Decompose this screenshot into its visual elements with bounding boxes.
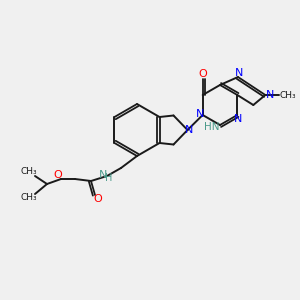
Text: H: H — [105, 173, 113, 183]
Text: O: O — [54, 170, 62, 180]
Text: N: N — [234, 114, 242, 124]
Text: N: N — [196, 109, 204, 119]
Text: O: O — [198, 69, 207, 79]
Text: O: O — [94, 194, 102, 204]
Text: N: N — [99, 170, 107, 180]
Text: N: N — [235, 68, 243, 78]
Text: CH₃: CH₃ — [279, 91, 296, 100]
Text: N: N — [266, 90, 275, 100]
Text: HN: HN — [204, 122, 220, 132]
Text: N: N — [185, 125, 194, 135]
Text: CH₃: CH₃ — [21, 194, 37, 202]
Text: CH₃: CH₃ — [21, 167, 37, 176]
